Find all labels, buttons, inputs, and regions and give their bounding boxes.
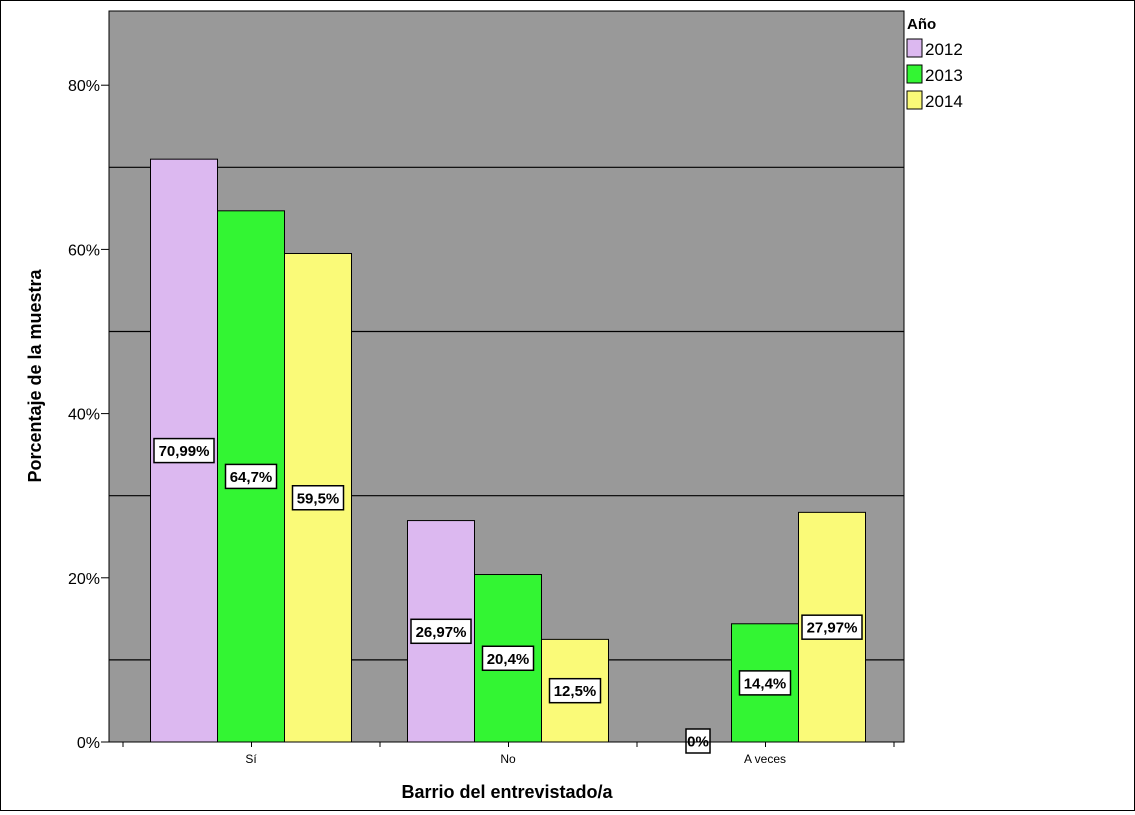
- legend-swatch: [906, 90, 923, 110]
- x-tick-label: No: [500, 752, 516, 766]
- x-tick-label: Sí: [245, 752, 257, 766]
- legend-label: 2014: [925, 92, 963, 111]
- data-label-text: 59,5%: [297, 490, 340, 507]
- data-label-text: 20,4%: [487, 651, 530, 668]
- y-tick-label: 20%: [68, 571, 100, 588]
- data-label-box: [410, 618, 472, 645]
- legend-item-2013: 2013: [906, 64, 963, 85]
- data-label-box: [481, 645, 535, 672]
- y-tick-label: 40%: [68, 407, 100, 424]
- data-label-box: [801, 614, 863, 640]
- data-label-box: [224, 463, 278, 490]
- data-label-2012-1: 26,97%: [410, 618, 472, 645]
- data-label-2013-0: 64,7%: [224, 463, 278, 490]
- data-label-text: 64,7%: [230, 469, 273, 486]
- data-label-2013-1: 20,4%: [481, 645, 535, 672]
- x-axis-label: Barrio del entrevistado/a: [401, 782, 613, 802]
- legend-swatch: [906, 64, 923, 84]
- y-axis-label: Porcentaje de la muestra: [25, 268, 45, 482]
- legend-title: Año: [907, 16, 936, 33]
- data-label-text: 70,99%: [159, 443, 210, 460]
- data-label-text: 14,4%: [744, 675, 787, 692]
- legend-item-2012: 2012: [906, 38, 963, 59]
- data-label-2012-2: 0%: [685, 728, 711, 754]
- data-label-text: 27,97%: [807, 620, 858, 637]
- data-label-2014-0: 59,5%: [291, 485, 345, 511]
- data-label-box: [738, 670, 792, 696]
- data-label-text: 26,97%: [416, 624, 467, 641]
- data-label-box: [548, 677, 602, 704]
- data-label-2014-2: 27,97%: [801, 614, 863, 640]
- legend-label: 2012: [925, 40, 963, 59]
- data-label-box: [685, 728, 711, 754]
- y-tick-label: 60%: [68, 242, 100, 259]
- legend-label: 2013: [925, 66, 963, 85]
- legend-item-2014: 2014: [906, 90, 963, 111]
- legend-swatch: [906, 38, 923, 58]
- data-label-box: [291, 485, 345, 511]
- y-tick-label: 80%: [68, 78, 100, 95]
- y-tick-label: 0%: [77, 735, 100, 752]
- legend: Año 2012 2013 2014: [906, 16, 963, 111]
- data-label-2012-0: 70,99%: [153, 437, 215, 464]
- data-label-box: [153, 437, 215, 464]
- data-label-2014-1: 12,5%: [548, 677, 602, 704]
- data-label-2013-2: 14,4%: [738, 670, 792, 696]
- x-tick-label: A veces: [744, 752, 786, 766]
- data-label-text: 12,5%: [554, 683, 597, 700]
